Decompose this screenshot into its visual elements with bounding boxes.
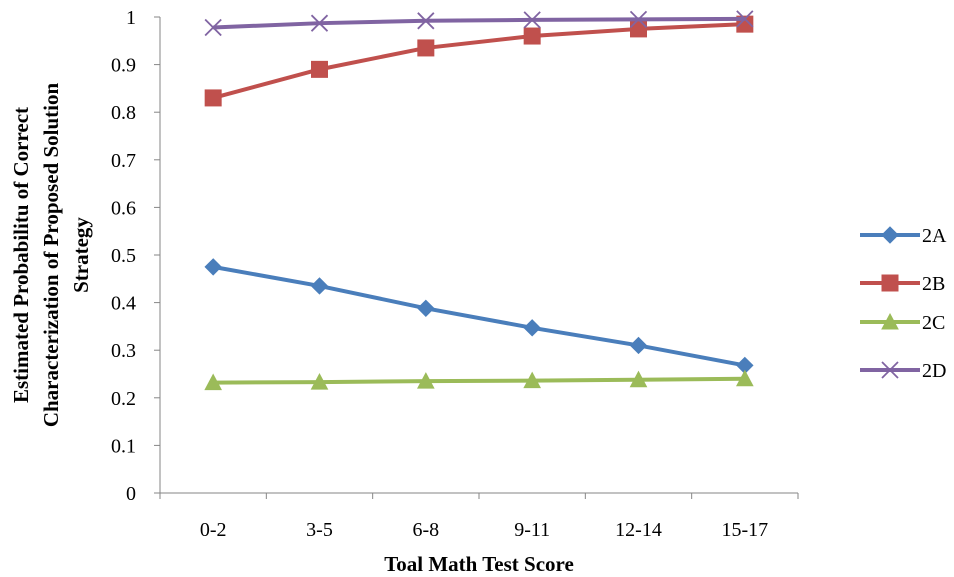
data-point [629, 370, 648, 388]
y-tick-label: 0.3 [111, 340, 136, 362]
data-point [311, 60, 328, 78]
legend-item-2d: 2D [860, 360, 946, 382]
series-line [212, 22, 745, 100]
series-layer [204, 10, 754, 391]
y-tick-label: 0.9 [111, 55, 136, 77]
data-point [204, 18, 222, 37]
legend-marker [881, 361, 899, 379]
y-axis-title: Estimated Probabilitu of Correct Characte… [9, 83, 93, 428]
legend-item-2b: 2B [860, 273, 945, 295]
y-tick-label: 0.5 [111, 245, 136, 267]
y-tick-label: 0.7 [111, 150, 136, 172]
data-point [736, 10, 754, 28]
data-point [204, 373, 223, 391]
y-axis-title-line: Characterization of Proposed Solution [39, 83, 63, 428]
data-point [523, 371, 542, 389]
data-point [204, 89, 222, 107]
data-point [735, 369, 754, 387]
series-line [213, 16, 745, 30]
y-tick-label: 0.6 [111, 197, 136, 219]
legend-label: 2B [922, 273, 945, 295]
y-tick-labels: 0 0.1 0.2 0.3 0.4 0.5 0.6 0.7 0.8 0.9 1 [111, 7, 160, 505]
legend-item-2a: 2A [860, 225, 947, 247]
data-point [523, 27, 541, 45]
data-point [310, 277, 329, 295]
y-tick-label: 0.2 [111, 388, 136, 410]
x-tick-label: 9-11 [514, 519, 550, 541]
y-tick-label: 0.1 [111, 435, 136, 457]
data-point [310, 14, 329, 32]
legend-marker [881, 312, 899, 330]
x-tick-labels: 0-2 3-5 6-8 9-11 12-14 15-17 [159, 493, 799, 541]
series-2c [204, 369, 754, 391]
y-axis-title-line: Strategy [69, 217, 93, 293]
y-axis-title-line: Estimated Probabilitu of Correct [9, 107, 33, 403]
series-2b [204, 15, 754, 107]
data-point [523, 319, 541, 337]
data-point [310, 373, 329, 390]
series-line [212, 264, 746, 368]
legend-marker [881, 226, 899, 244]
series-2a [204, 258, 754, 375]
data-point [629, 336, 648, 355]
y-tick-label: 0.8 [111, 102, 136, 124]
data-point [523, 11, 541, 29]
legend-item-2c: 2C [860, 312, 945, 334]
y-tick-label: 1 [126, 7, 136, 29]
x-tick-label: 0-2 [200, 519, 227, 541]
data-point [204, 258, 222, 276]
y-tick-label: 0.4 [111, 293, 136, 315]
data-point [629, 10, 648, 29]
series-line [213, 376, 745, 385]
data-point [630, 20, 647, 38]
x-tick-label: 12-14 [615, 519, 662, 541]
data-point [417, 39, 435, 57]
legend-label: 2C [922, 312, 945, 334]
legend-label: 2A [922, 225, 947, 247]
series-2d [204, 10, 754, 37]
data-point [417, 12, 435, 30]
legend-marker [881, 274, 899, 292]
legend: 2A 2B 2C 2D [860, 225, 947, 382]
x-tick-label: 3-5 [306, 519, 333, 541]
y-tick-label: 0 [126, 483, 136, 505]
data-point [417, 299, 435, 318]
data-point [417, 372, 435, 389]
legend-label: 2D [922, 360, 946, 382]
x-tick-label: 6-8 [412, 519, 439, 541]
x-tick-label: 15-17 [721, 519, 768, 541]
x-axis-title: Toal Math Test Score [384, 552, 574, 576]
